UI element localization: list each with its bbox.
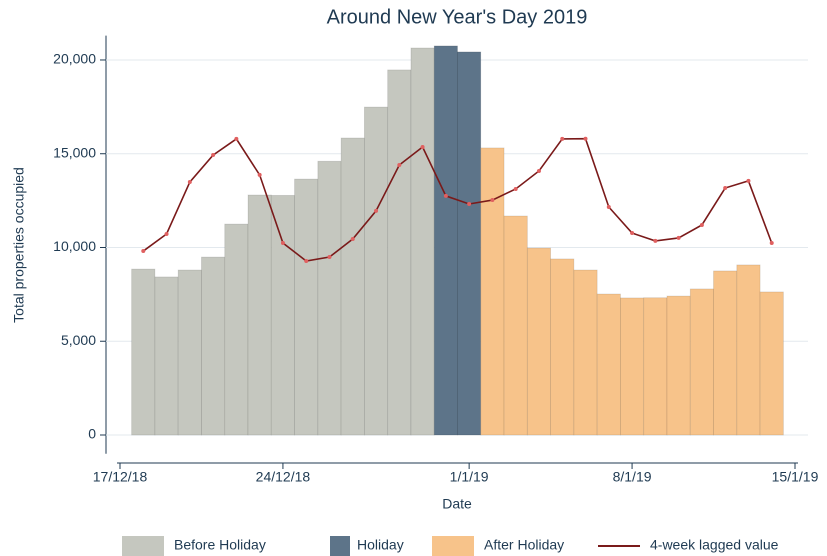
- line-point: [513, 186, 518, 191]
- bar: [363, 106, 389, 436]
- line-point: [630, 231, 635, 236]
- line-point: [723, 186, 728, 191]
- bar: [573, 269, 598, 436]
- line-point: [164, 231, 169, 236]
- bar: [550, 258, 575, 436]
- line-point: [304, 258, 309, 263]
- bar: [270, 194, 295, 436]
- bar: [410, 47, 435, 436]
- bar: [294, 178, 319, 436]
- bar: [713, 270, 738, 436]
- bar: [433, 45, 458, 436]
- line-point: [536, 168, 541, 173]
- line-point: [397, 162, 402, 167]
- bar: [596, 293, 621, 436]
- y-tick-label: 10,000: [53, 238, 96, 254]
- legend-label: Before Holiday: [174, 537, 266, 553]
- bar: [526, 247, 552, 436]
- line-point: [606, 204, 611, 209]
- bar: [666, 295, 691, 436]
- line-point: [443, 193, 448, 198]
- line-point: [234, 136, 239, 141]
- x-axis-label: Date: [442, 496, 472, 512]
- y-tick-label: 5,000: [61, 332, 96, 348]
- bar: [759, 291, 784, 436]
- bar: [317, 160, 342, 436]
- legend-swatch: [122, 536, 164, 556]
- legend-swatch: [432, 536, 474, 556]
- line-point: [374, 208, 379, 213]
- line-point: [141, 249, 146, 254]
- line-point: [187, 180, 192, 185]
- bar: [201, 256, 226, 436]
- line-point: [746, 178, 751, 183]
- bar: [177, 269, 202, 436]
- y-tick-label: 20,000: [53, 51, 96, 67]
- bar: [643, 297, 668, 436]
- chart-title: Around New Year's Day 2019: [327, 6, 588, 28]
- bar: [457, 51, 482, 436]
- y-tick-label: 15,000: [53, 144, 96, 160]
- line-point: [490, 198, 495, 203]
- line-point: [699, 222, 704, 227]
- bar: [620, 297, 645, 436]
- bar: [480, 147, 505, 436]
- legend-label: 4-week lagged value: [650, 537, 779, 553]
- x-tick-label: 8/1/19: [613, 469, 652, 485]
- line-point: [420, 144, 425, 149]
- x-tick-label: 1/1/19: [450, 469, 489, 485]
- legend-swatch: [330, 536, 350, 556]
- bar: [131, 268, 156, 436]
- bar: [387, 69, 412, 436]
- x-tick-label: 17/12/18: [93, 469, 148, 485]
- line-point: [257, 172, 262, 177]
- line: [142, 137, 773, 262]
- line-point: [280, 240, 285, 245]
- bar: [340, 137, 365, 436]
- line-point: [653, 238, 658, 243]
- legend-label: Holiday: [357, 537, 404, 553]
- legend-label: After Holiday: [484, 537, 564, 553]
- bar: [736, 264, 761, 436]
- line-point: [327, 255, 332, 260]
- line-point: [560, 136, 565, 141]
- bar: [503, 215, 528, 436]
- y-axis-label: Total properties occupied: [11, 167, 27, 323]
- line-point: [467, 201, 472, 206]
- bar: [154, 276, 179, 436]
- line-point: [350, 237, 355, 242]
- x-tick-label: 15/1/19: [772, 469, 819, 485]
- line-point: [211, 153, 216, 158]
- bar: [224, 223, 249, 436]
- x-tick-label: 24/12/18: [256, 469, 311, 485]
- bar: [689, 288, 714, 436]
- line-point: [583, 136, 588, 141]
- line-point: [769, 240, 774, 245]
- bar: [247, 194, 272, 436]
- y-tick-label: 0: [88, 426, 96, 442]
- line-point: [676, 235, 681, 240]
